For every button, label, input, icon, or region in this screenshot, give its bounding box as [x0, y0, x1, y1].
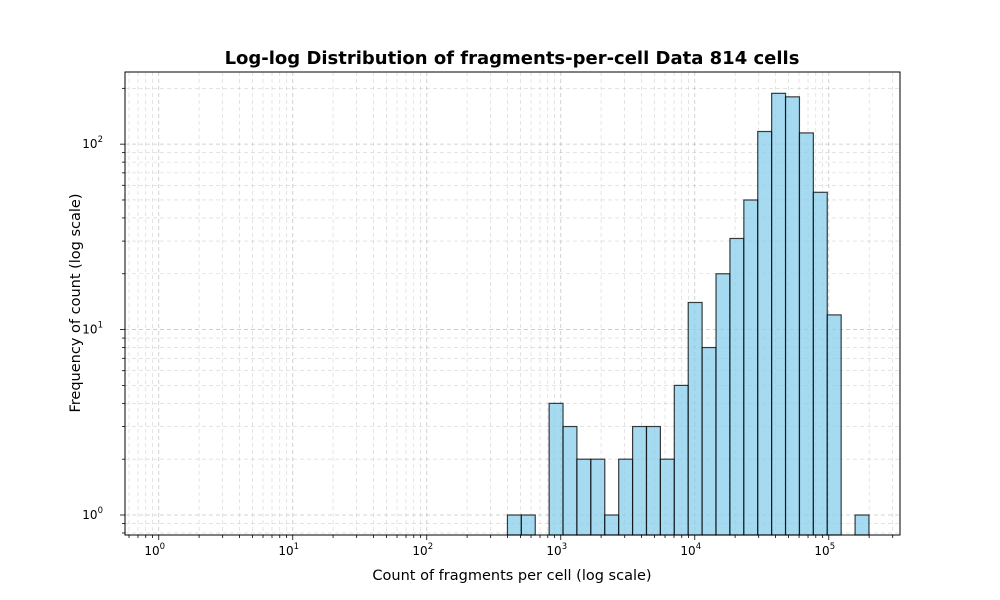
x-tick-label: 102 [412, 542, 433, 558]
x-tick-exponent: 3 [562, 542, 567, 552]
histogram-bar [590, 458, 606, 536]
x-tick-label: 101 [278, 542, 299, 558]
histogram-bar [506, 514, 522, 536]
histogram-bar [715, 273, 731, 536]
x-tick-label: 103 [546, 542, 567, 558]
x-tick-base: 10 [680, 544, 695, 558]
x-tick-label: 104 [680, 542, 701, 558]
plot-frame [124, 71, 901, 536]
histogram-bar [743, 199, 759, 536]
histogram-bar [771, 92, 787, 536]
x-tick-base: 10 [144, 544, 159, 558]
histogram-bar [784, 96, 801, 536]
histogram-bar [604, 514, 620, 536]
y-tick-exponent: 1 [98, 321, 103, 331]
histogram-bar [645, 425, 662, 536]
histogram-bar [673, 384, 689, 536]
y-tick-base: 10 [82, 508, 97, 522]
x-tick-exponent: 0 [160, 542, 165, 552]
histogram-bar [812, 191, 828, 536]
y-tick-label: 100 [82, 506, 103, 522]
x-tick-label: 105 [814, 542, 835, 558]
x-tick-base: 10 [814, 544, 829, 558]
y-tick-exponent: 0 [98, 506, 103, 516]
histogram-bar [687, 301, 703, 536]
chart-title: Log-log Distribution of fragments-per-ce… [225, 48, 800, 69]
histogram-bar [562, 425, 578, 536]
x-tick-base: 10 [412, 544, 427, 558]
histogram-bar [631, 425, 648, 536]
histogram-bar [659, 458, 675, 536]
histogram-bar [757, 130, 773, 536]
y-tick-base: 10 [82, 137, 97, 151]
x-tick-exponent: 4 [696, 542, 701, 552]
x-tick-exponent: 5 [830, 542, 835, 552]
histogram-bar [854, 514, 870, 536]
x-tick-exponent: 2 [428, 542, 433, 552]
y-axis-label: Frequency of count (log scale) [68, 193, 84, 412]
x-tick-base: 10 [278, 544, 293, 558]
y-tick-exponent: 2 [98, 135, 103, 145]
histogram-bar [618, 458, 634, 536]
histogram-bar [798, 132, 814, 536]
x-tick-label: 100 [144, 542, 165, 558]
x-tick-base: 10 [546, 544, 561, 558]
histogram-bar [729, 237, 745, 536]
histogram-bar [520, 514, 536, 536]
y-tick-label: 102 [82, 135, 103, 151]
histogram-bar [826, 314, 842, 536]
y-tick-label: 101 [82, 321, 103, 337]
histogram-bar [576, 458, 592, 536]
y-tick-base: 10 [82, 323, 97, 337]
histogram-bar [548, 402, 564, 536]
x-axis-label: Count of fragments per cell (log scale) [372, 568, 651, 584]
histogram-bars [506, 92, 870, 536]
histogram-bar [701, 346, 717, 536]
x-axis-ticks: 100 101 102 103 104 105 [128, 535, 894, 558]
x-tick-exponent: 1 [294, 542, 299, 552]
